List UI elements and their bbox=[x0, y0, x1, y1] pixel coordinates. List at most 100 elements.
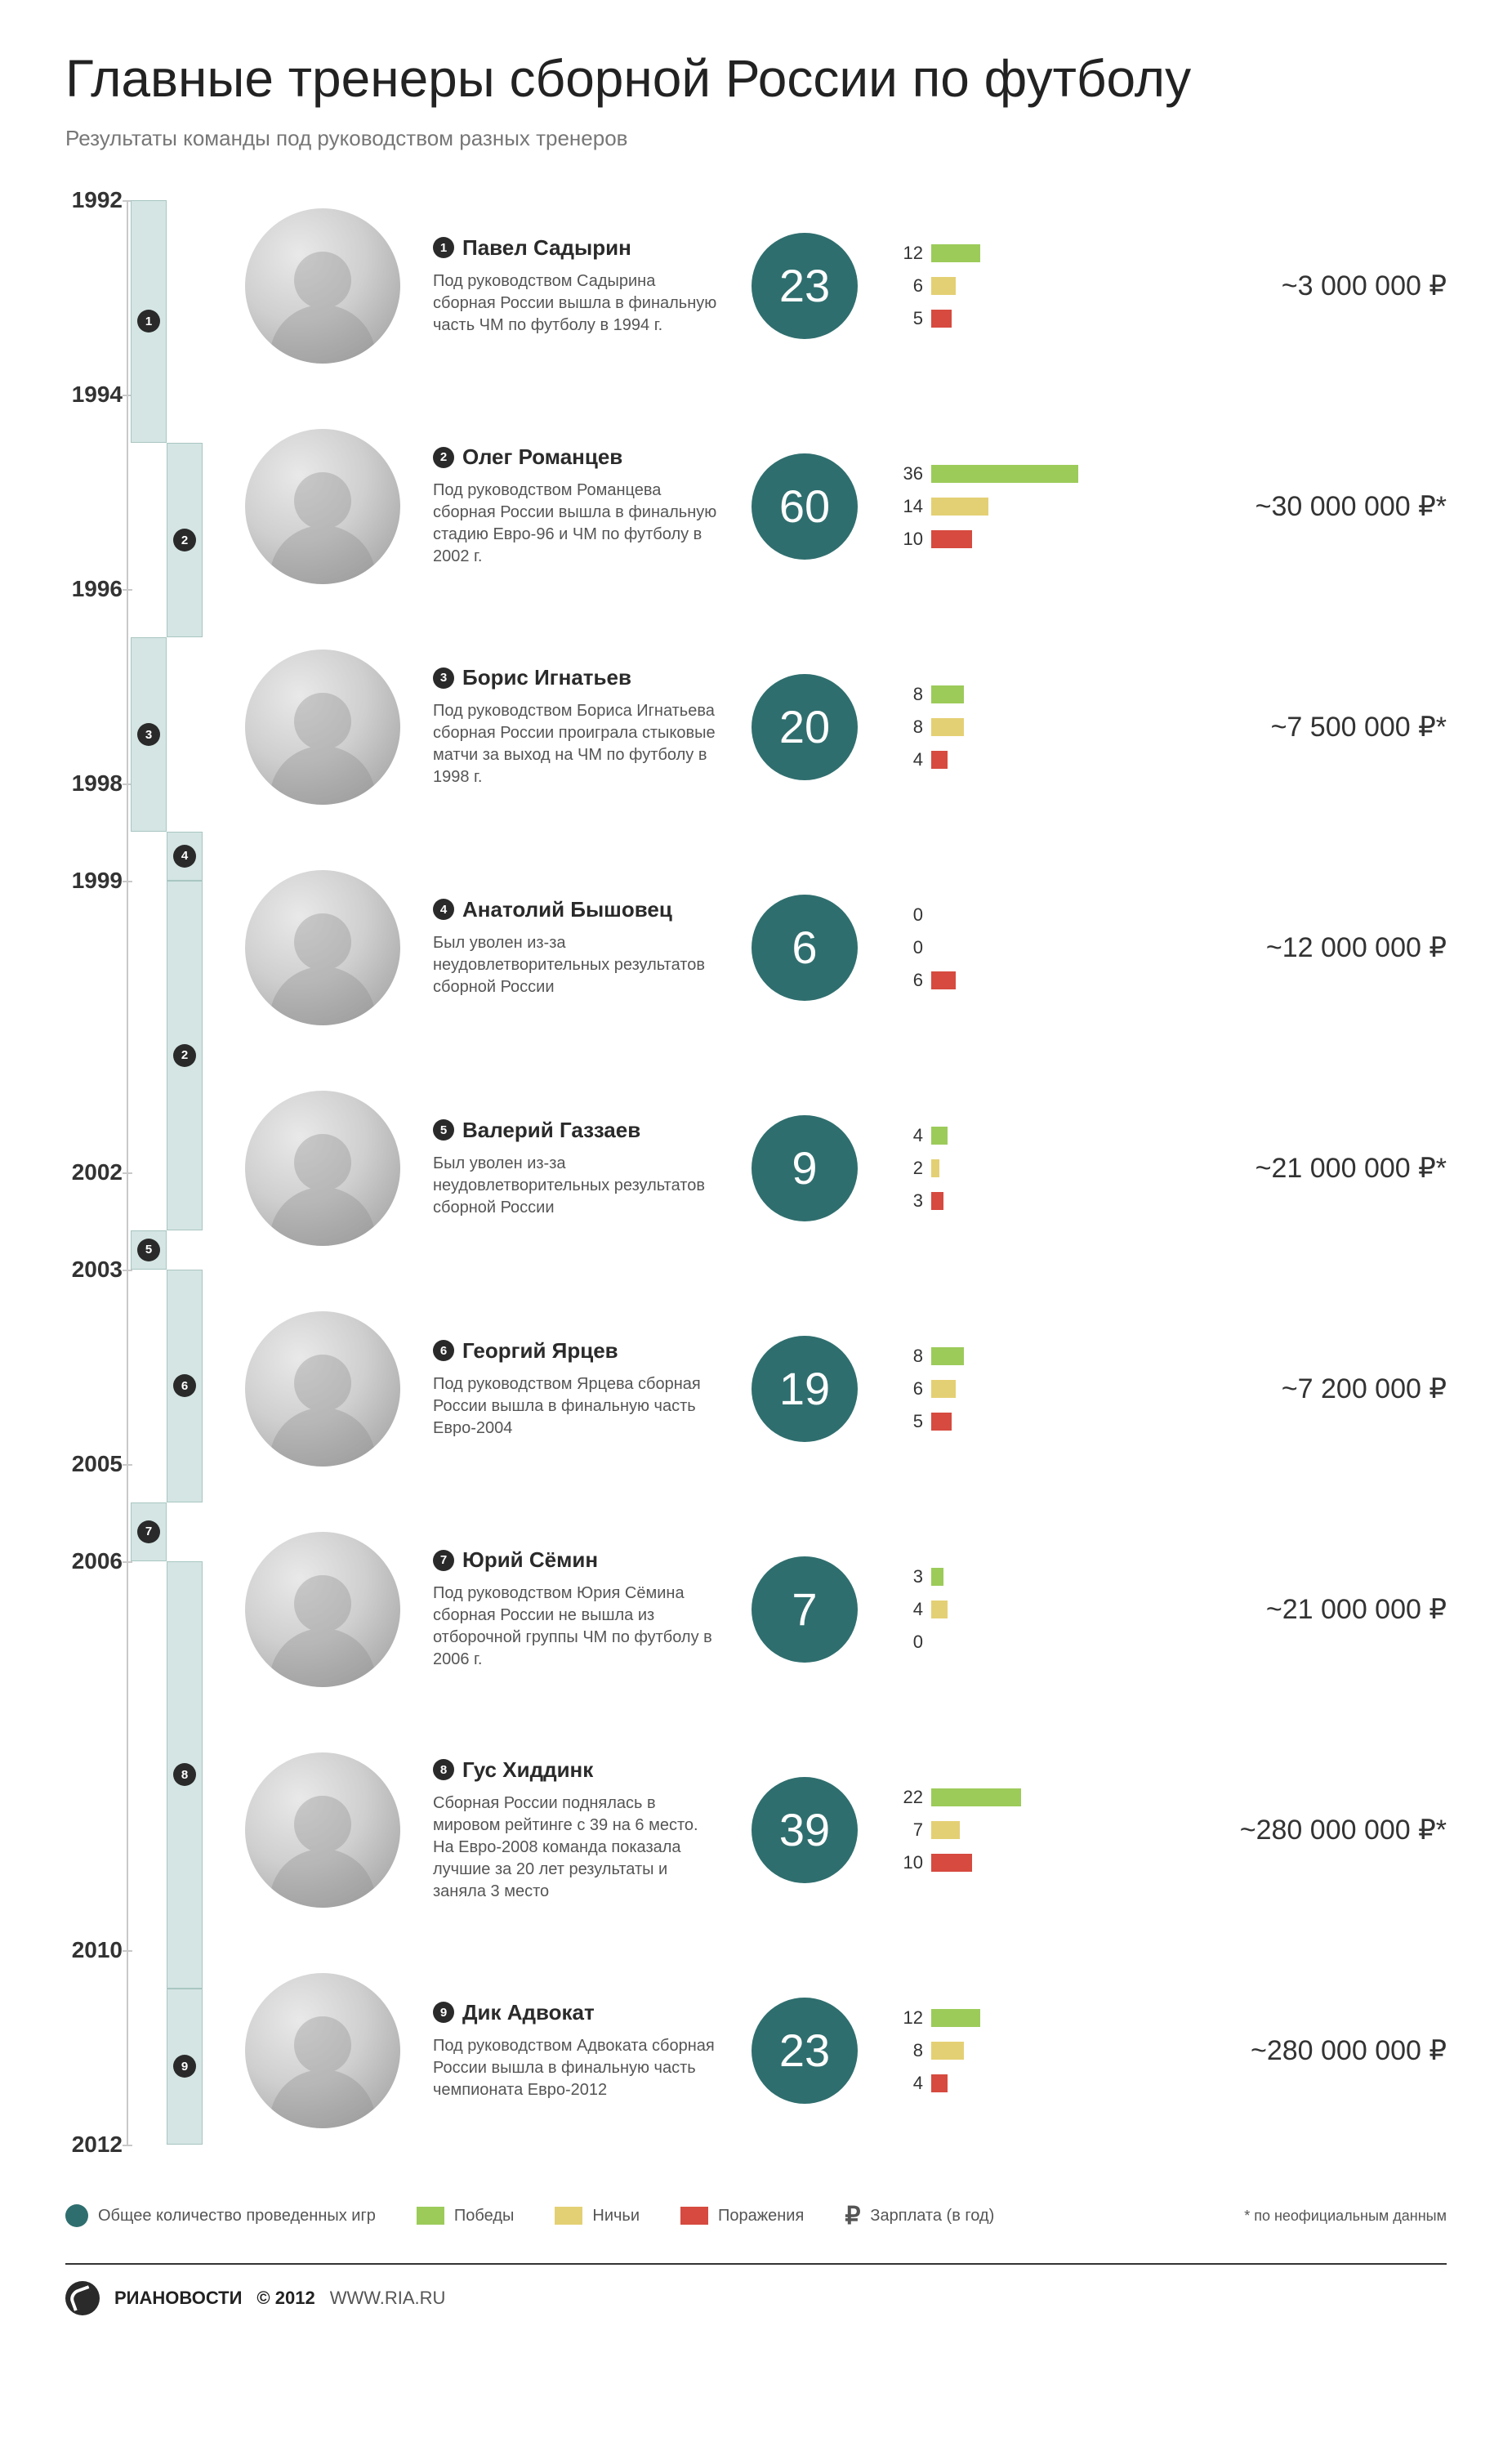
coach-number-badge: 1 bbox=[433, 237, 454, 258]
losses-row: 4 bbox=[890, 2073, 1086, 2094]
wins-value: 8 bbox=[890, 1346, 923, 1367]
timeline-badge: 4 bbox=[173, 845, 196, 868]
losses-row: 10 bbox=[890, 1852, 1086, 1873]
timeline-tick bbox=[123, 1561, 132, 1563]
timeline-badge: 8 bbox=[173, 1763, 196, 1786]
coach-row: 9 Дик Адвокат Под руководством Адвоката … bbox=[245, 1965, 1447, 2136]
total-games-circle: 6 bbox=[752, 895, 858, 1001]
wins-value: 4 bbox=[890, 1125, 923, 1146]
result-bars: 22 7 10 bbox=[890, 1787, 1086, 1873]
coach-info: 7 Юрий Сёмин Под руководством Юрия Сёмин… bbox=[433, 1547, 719, 1671]
wins-value: 12 bbox=[890, 2007, 923, 2029]
result-bars: 8 6 5 bbox=[890, 1346, 1086, 1432]
coach-portrait bbox=[245, 1752, 400, 1908]
total-games-circle: 20 bbox=[752, 674, 858, 780]
coach-portrait bbox=[245, 1973, 400, 2128]
wins-value: 36 bbox=[890, 463, 923, 484]
wins-bar bbox=[931, 1347, 964, 1365]
losses-row: 4 bbox=[890, 749, 1086, 770]
losses-value: 5 bbox=[890, 308, 923, 329]
coach-desc: Под руководством Ярцева сборная России в… bbox=[433, 1373, 719, 1440]
draws-value: 2 bbox=[890, 1158, 923, 1179]
coach-salary: ~30 000 000 ₽* bbox=[1119, 490, 1447, 523]
losses-value: 10 bbox=[890, 529, 923, 550]
losses-bar bbox=[931, 530, 972, 548]
coach-salary: ~7 500 000 ₽* bbox=[1119, 711, 1447, 743]
legend-wins: Победы bbox=[417, 2207, 514, 2226]
losses-value: 4 bbox=[890, 2073, 923, 2094]
timeline-badge: 6 bbox=[173, 1374, 196, 1397]
wins-bar bbox=[931, 1788, 1021, 1806]
coach-info: 4 Анатолий Бышовец Был уволен из-за неуд… bbox=[433, 897, 719, 998]
draws-bar bbox=[931, 1159, 939, 1177]
coach-row: 3 Борис Игнатьев Под руководством Бориса… bbox=[245, 641, 1447, 813]
result-bars: 36 14 10 bbox=[890, 463, 1086, 550]
losses-bar bbox=[931, 2074, 948, 2092]
footer-copyright: © 2012 bbox=[256, 2288, 314, 2309]
timeline-badge: 9 bbox=[173, 2055, 196, 2078]
wins-row: 4 bbox=[890, 1125, 1086, 1146]
timeline-badge: 1 bbox=[137, 310, 160, 333]
coach-desc: Сборная России поднялась в мировом рейти… bbox=[433, 1792, 719, 1903]
coach-desc: Под руководством Садырина сборная России… bbox=[433, 270, 719, 337]
timeline-year-label: 1994 bbox=[57, 382, 123, 408]
losses-row: 5 bbox=[890, 1411, 1086, 1432]
coach-name: 2 Олег Романцев bbox=[433, 444, 719, 470]
timeline-year-label: 2010 bbox=[57, 1937, 123, 1963]
total-games-circle: 23 bbox=[752, 1998, 858, 2104]
coach-row: 1 Павел Садырин Под руководством Садырин… bbox=[245, 200, 1447, 372]
coach-name: 4 Анатолий Бышовец bbox=[433, 897, 719, 922]
timeline-tick bbox=[123, 2145, 132, 2146]
coach-name-text: Павел Садырин bbox=[462, 235, 631, 261]
coach-portrait bbox=[245, 208, 400, 364]
losses-bar bbox=[931, 1192, 943, 1210]
coach-info: 1 Павел Садырин Под руководством Садырин… bbox=[433, 235, 719, 337]
legend-salary-label: Зарплата (в год) bbox=[870, 2207, 994, 2226]
coach-info: 5 Валерий Газзаев Был уволен из-за неудо… bbox=[433, 1118, 719, 1219]
wins-bar bbox=[931, 244, 980, 262]
coach-number-badge: 7 bbox=[433, 1550, 454, 1571]
page-title: Главные тренеры сборной России по футбол… bbox=[65, 49, 1447, 109]
draws-bar bbox=[931, 1380, 956, 1398]
wins-row: 0 bbox=[890, 904, 1086, 926]
losses-bar bbox=[931, 751, 948, 769]
total-games-circle: 19 bbox=[752, 1336, 858, 1442]
wins-value: 8 bbox=[890, 684, 923, 705]
draws-value: 0 bbox=[890, 937, 923, 958]
draws-bar bbox=[931, 2042, 964, 2060]
coach-salary: ~280 000 000 ₽ bbox=[1119, 2034, 1447, 2067]
legend-total-swatch bbox=[65, 2204, 88, 2227]
timeline-year-label: 2005 bbox=[57, 1451, 123, 1477]
coach-info: 3 Борис Игнатьев Под руководством Бориса… bbox=[433, 665, 719, 788]
wins-bar bbox=[931, 685, 964, 703]
coach-desc: Был уволен из-за неудовлетворительных ре… bbox=[433, 1153, 719, 1219]
draws-row: 14 bbox=[890, 496, 1086, 517]
timeline-year-label: 2006 bbox=[57, 1548, 123, 1574]
wins-row: 22 bbox=[890, 1787, 1086, 1808]
timeline-year-label: 1992 bbox=[57, 187, 123, 213]
coach-name-text: Валерий Газзаев bbox=[462, 1118, 640, 1143]
coach-salary: ~280 000 000 ₽* bbox=[1119, 1814, 1447, 1846]
losses-bar bbox=[931, 310, 952, 328]
draws-value: 8 bbox=[890, 2040, 923, 2061]
coach-name-text: Олег Романцев bbox=[462, 444, 622, 470]
wins-value: 12 bbox=[890, 243, 923, 264]
losses-value: 3 bbox=[890, 1190, 923, 1212]
coach-name-text: Дик Адвокат bbox=[462, 2000, 595, 2025]
timeline-badge: 7 bbox=[137, 1520, 160, 1543]
coach-row: 7 Юрий Сёмин Под руководством Юрия Сёмин… bbox=[245, 1524, 1447, 1695]
legend-losses: Поражения bbox=[680, 2207, 804, 2226]
page-subtitle: Результаты команды под руководством разн… bbox=[65, 126, 1447, 151]
timeline-year-label: 1996 bbox=[57, 576, 123, 602]
coach-portrait bbox=[245, 429, 400, 584]
losses-row: 3 bbox=[890, 1190, 1086, 1212]
draws-bar bbox=[931, 718, 964, 736]
ruble-icon: ₽ bbox=[845, 2202, 860, 2230]
coach-salary: ~12 000 000 ₽ bbox=[1119, 931, 1447, 964]
coach-portrait bbox=[245, 1311, 400, 1467]
draws-row: 6 bbox=[890, 1378, 1086, 1400]
legend-losses-swatch bbox=[680, 2207, 708, 2225]
coach-rows: 1 Павел Садырин Под руководством Садырин… bbox=[245, 200, 1447, 2145]
coach-name: 5 Валерий Газзаев bbox=[433, 1118, 719, 1143]
draws-bar bbox=[931, 1821, 960, 1839]
